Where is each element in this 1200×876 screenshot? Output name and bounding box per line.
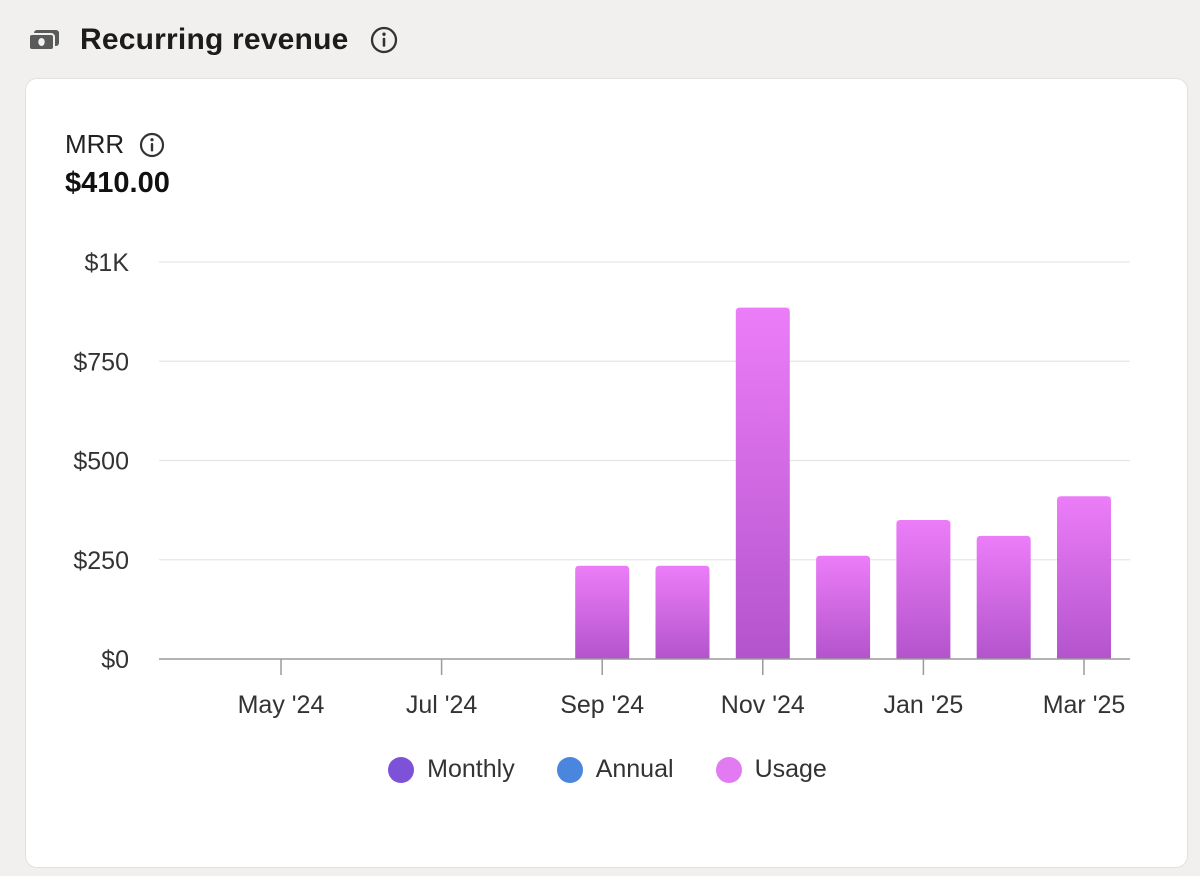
bar-usage-oct-24 bbox=[655, 565, 710, 659]
legend-item-annual[interactable]: Annual bbox=[556, 755, 674, 784]
mrr-bar-chart: $0 $250 $500 $750 $1K May '24 Jul '24 Sep '24 No… bbox=[73, 249, 1130, 719]
x-tick-label: Jul '24 bbox=[406, 691, 478, 719]
metric-value: $410.00 bbox=[65, 167, 170, 199]
bar-usage-sep-24 bbox=[575, 565, 630, 659]
metric-label-text: MRR bbox=[65, 129, 125, 159]
cash-icon bbox=[28, 29, 60, 51]
x-tick-label: Nov '24 bbox=[721, 691, 805, 719]
section-header: Recurring revenue bbox=[28, 20, 399, 60]
metric-label: MRR bbox=[65, 129, 166, 160]
y-tick-label: $1K bbox=[85, 249, 130, 277]
legend-dot-monthly bbox=[388, 756, 415, 783]
mrr-info-icon[interactable] bbox=[138, 131, 166, 159]
bar-usage-jan-25 bbox=[896, 520, 951, 659]
chart-legend: Monthly Annual Usage bbox=[26, 755, 1189, 784]
x-tick-label: May '24 bbox=[238, 691, 325, 719]
revenue-card: MRR $410.00 $0 $250 $500 $750 $1K May '24 Jul … bbox=[25, 78, 1188, 868]
bar-usage-nov-24 bbox=[735, 307, 790, 659]
x-tick-label: Mar '25 bbox=[1043, 691, 1126, 719]
y-tick-label: $750 bbox=[73, 348, 129, 376]
legend-item-monthly[interactable]: Monthly bbox=[388, 755, 515, 784]
y-tick-label: $250 bbox=[73, 547, 129, 575]
bar-usage-mar-25 bbox=[1057, 496, 1111, 659]
x-tick-label: Sep '24 bbox=[560, 691, 644, 719]
legend-item-usage[interactable]: Usage bbox=[715, 755, 827, 784]
legend-dot-usage bbox=[715, 756, 742, 783]
info-icon[interactable] bbox=[369, 25, 399, 55]
legend-label-usage: Usage bbox=[754, 755, 827, 783]
legend-label-annual: Annual bbox=[595, 755, 674, 783]
bar-usage-feb-25 bbox=[976, 535, 1031, 659]
y-tick-label: $0 bbox=[101, 646, 129, 674]
bar-usage-dec-24 bbox=[816, 555, 871, 659]
legend-dot-annual bbox=[556, 756, 583, 783]
section-title: Recurring revenue bbox=[80, 23, 349, 56]
y-tick-label: $500 bbox=[73, 448, 129, 476]
legend-label-monthly: Monthly bbox=[427, 755, 515, 783]
x-tick-label: Jan '25 bbox=[883, 691, 963, 719]
